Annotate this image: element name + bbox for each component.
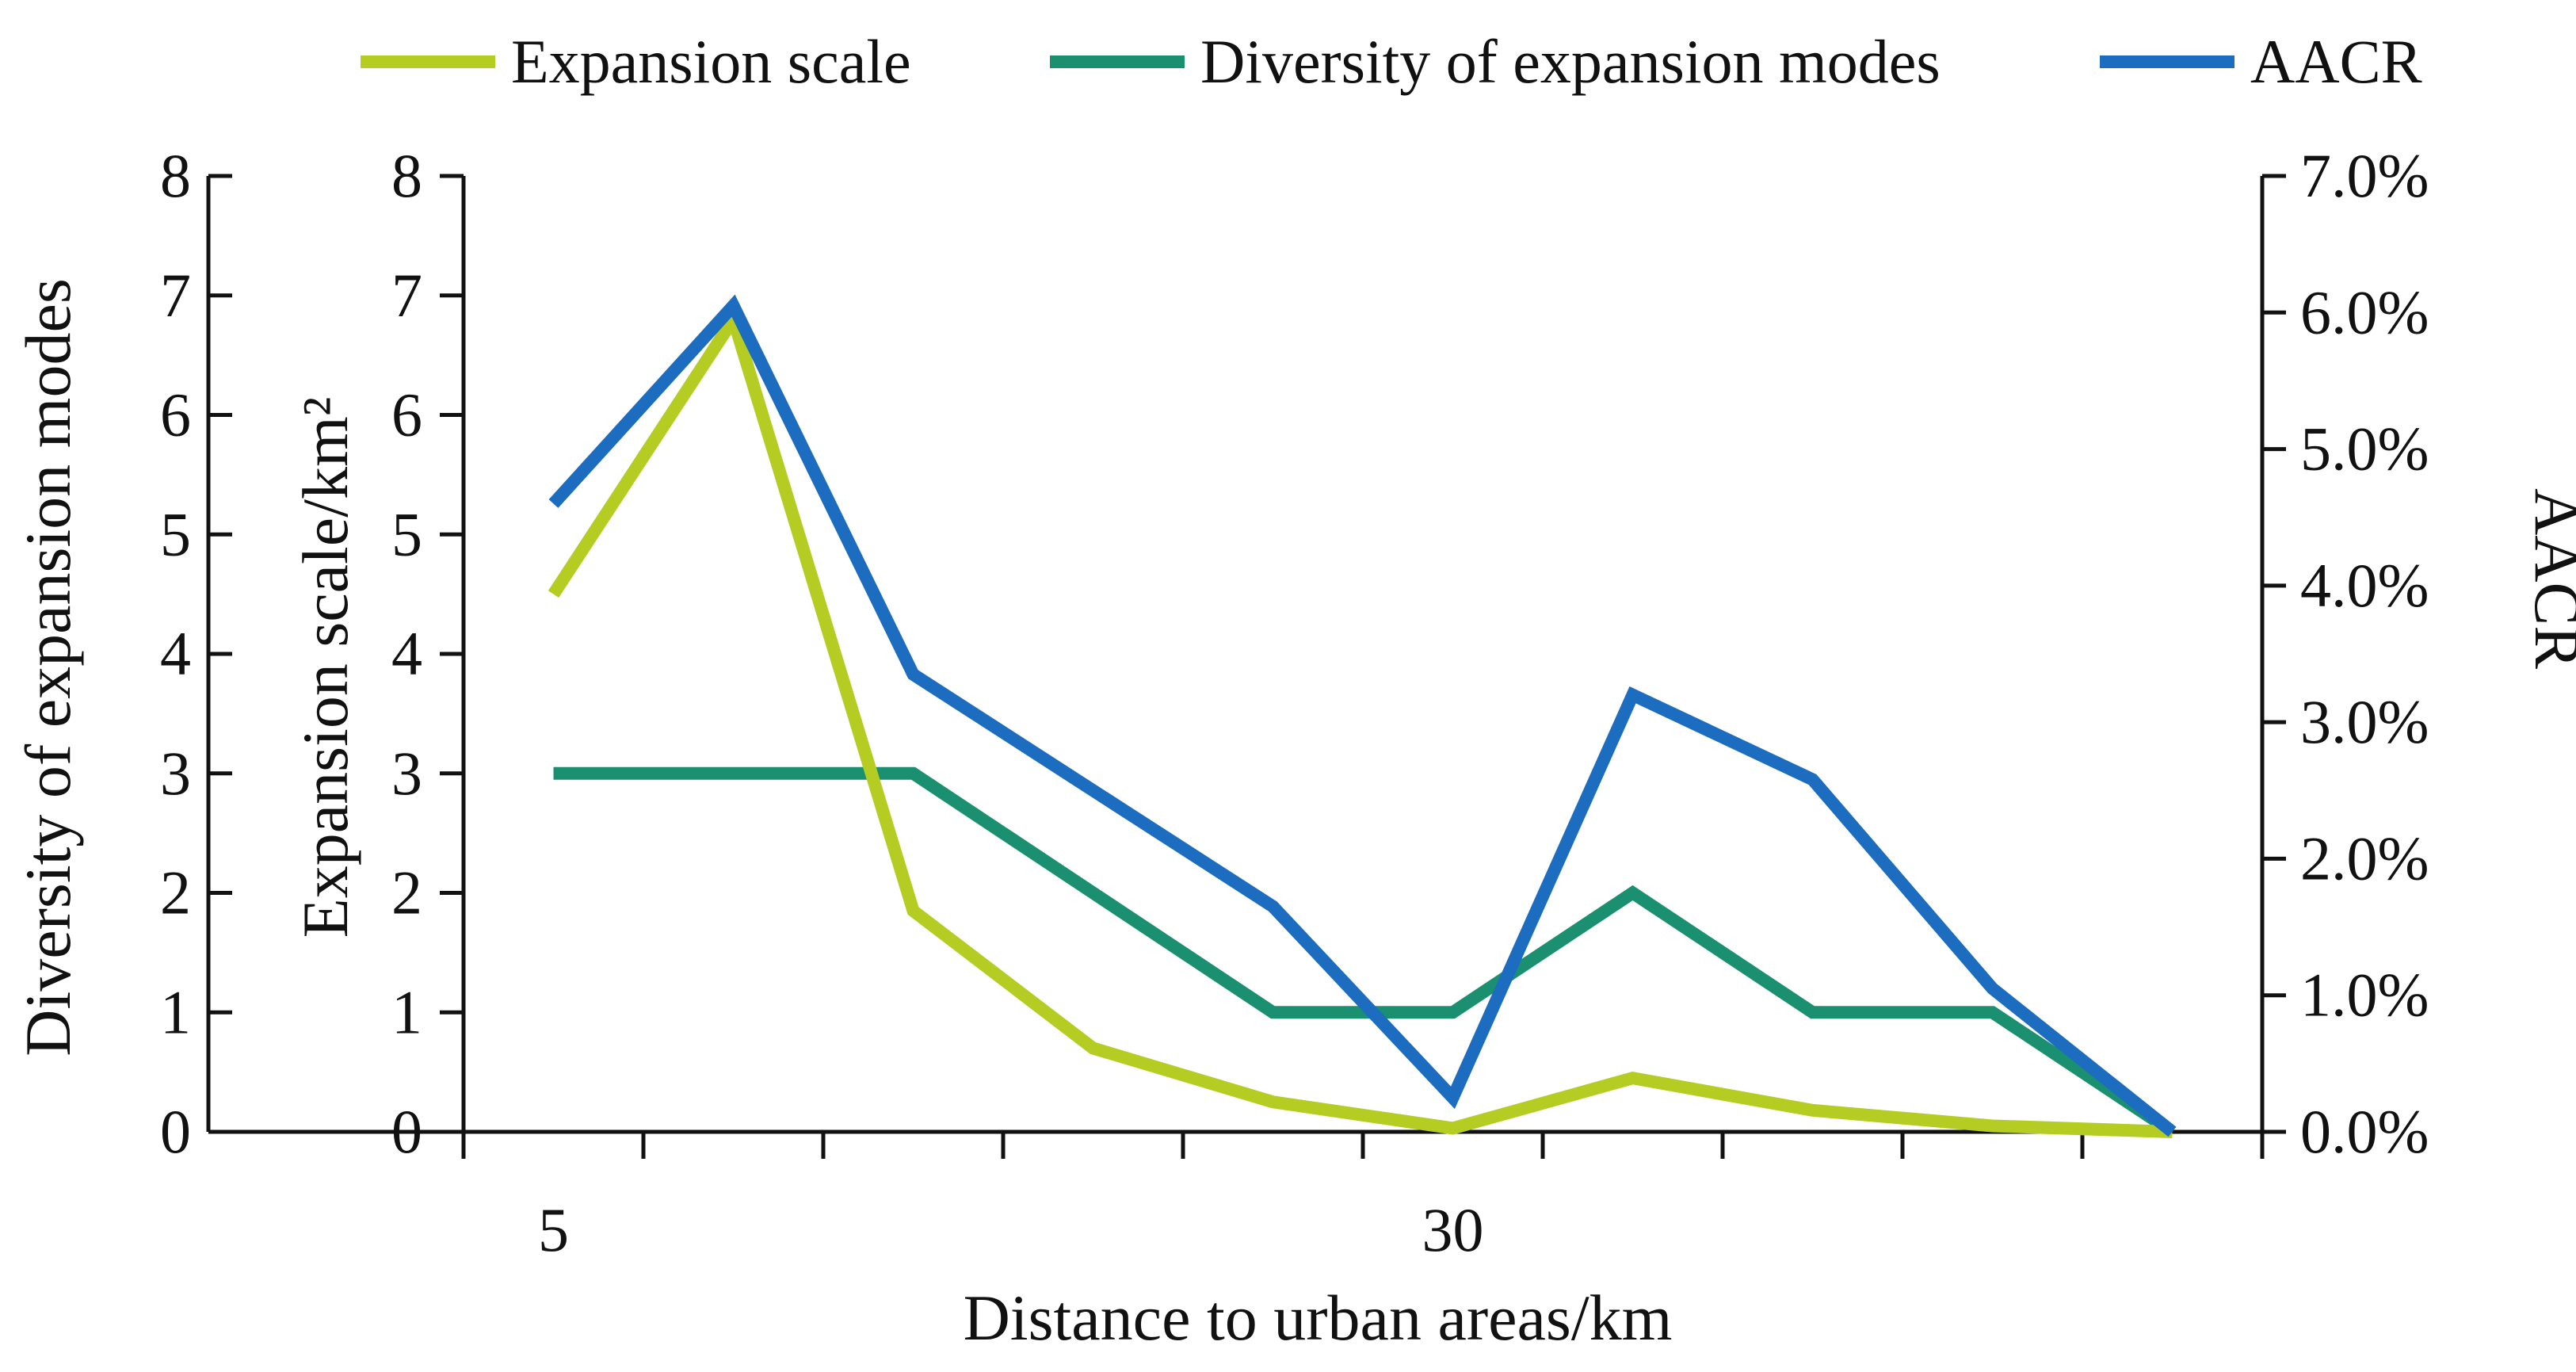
y-tick-label-right: 0.0% [2300,1097,2429,1166]
axes: 0123456780123456780.0%1.0%2.0%3.0%4.0%5.… [160,141,2429,1264]
y-tick-label-right: 2.0% [2300,824,2429,892]
y-tick-label-outer: 5 [160,499,191,568]
y-tick-label-outer: 2 [160,858,191,927]
y-tick-label-right: 4.0% [2300,551,2429,620]
x-axis-title: Distance to urban areas/km [964,1282,1673,1354]
legend-label: Expansion scale [511,27,911,96]
y-tick-label-outer: 4 [160,619,191,688]
y-tick-label-inner: 8 [391,141,422,210]
series-layer [548,294,2177,1138]
legend-label: AACR [2250,27,2422,96]
y-tick-label-outer: 1 [160,977,191,1046]
legend-label: Diversity of expansion modes [1200,27,1941,96]
x-tick-label: 5 [538,1195,569,1264]
y-tick-label-outer: 8 [160,141,191,210]
y-tick-label-inner: 5 [391,499,422,568]
y-tick-label-right: 3.0% [2300,687,2429,756]
y-tick-label-outer: 3 [160,739,191,808]
y-tick-label-inner: 6 [391,380,422,449]
y-tick-label-inner: 1 [391,977,422,1046]
y-tick-label-inner: 7 [391,261,422,330]
y-tick-label-inner: 2 [391,858,422,927]
y-axis-title-right: AACR [2521,488,2576,669]
y-tick-label-outer: 0 [160,1097,191,1166]
y-axis-title-outer: Diversity of expansion modes [12,278,84,1057]
y-tick-label-right: 1.0% [2300,961,2429,1030]
x-tick-label: 30 [1422,1195,1484,1264]
series-line-aacr [548,294,2177,1137]
legend: Expansion scale Diversity of expansion mo… [361,27,2422,96]
y-tick-label-inner: 4 [391,619,422,688]
y-tick-label-right: 5.0% [2300,415,2429,483]
series-line-diversity-of-expansion-modes [553,766,2176,1137]
y-tick-label-outer: 6 [160,380,191,449]
series-line-expansion-scale [548,304,2173,1138]
y-axis-title-inner: Expansion scale/km² [289,397,361,938]
y-tick-label-inner: 3 [391,739,422,808]
y-tick-label-right: 7.0% [2300,141,2429,210]
y-tick-label-outer: 7 [160,261,191,330]
y-tick-label-right: 6.0% [2300,277,2429,346]
